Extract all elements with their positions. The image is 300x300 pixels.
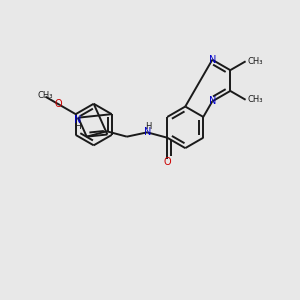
Text: N: N bbox=[144, 127, 152, 136]
Text: CH₃: CH₃ bbox=[38, 92, 53, 100]
Text: O: O bbox=[164, 157, 171, 166]
Text: N: N bbox=[209, 55, 217, 65]
Text: N: N bbox=[74, 115, 81, 125]
Text: CH₃: CH₃ bbox=[248, 95, 263, 104]
Text: CH₃: CH₃ bbox=[248, 57, 263, 66]
Text: N: N bbox=[209, 96, 217, 106]
Text: O: O bbox=[55, 99, 62, 109]
Text: H: H bbox=[74, 122, 81, 130]
Text: H: H bbox=[145, 122, 151, 131]
